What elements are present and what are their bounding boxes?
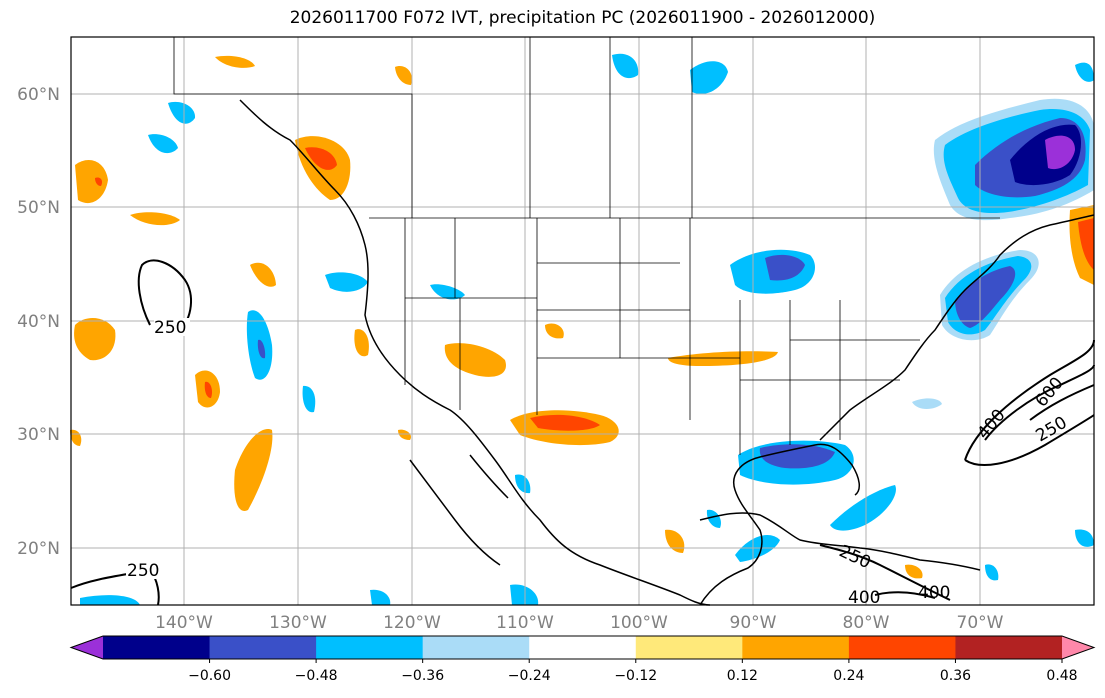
colorbar-bin (848, 636, 956, 659)
precip-shading (70, 53, 1094, 605)
colorbar-tick-label: −0.48 (295, 668, 338, 684)
colorbar-extend-min (71, 636, 103, 659)
lon-label: 80°W (843, 613, 890, 633)
colorbar-bin (742, 636, 850, 659)
state-borders (173, 37, 1000, 455)
colorbar-bin (529, 636, 637, 659)
lon-label: 140°W (155, 613, 213, 633)
contour-label: 250 (127, 561, 159, 581)
colorbar-tick-label: 0.24 (833, 668, 864, 684)
colorbar-tick-label: −0.36 (401, 668, 444, 684)
lat-label: 60°N (17, 85, 60, 105)
ivt-contours (70, 259, 1095, 606)
contour-label: 400 (848, 588, 880, 608)
colorbar-tick-label: −0.24 (508, 668, 551, 684)
contour-label: 250 (154, 318, 186, 338)
lat-label: 20°N (17, 539, 60, 559)
lon-label: 130°W (269, 613, 327, 633)
map-frame (70, 36, 1095, 606)
colorbar-bin (635, 636, 743, 659)
colorbar: −0.60 −0.48 −0.36 −0.24 −0.12 0.12 0.24 0.36 0.4… (69, 635, 1096, 684)
colorbar-bin (422, 636, 530, 659)
lon-label: 70°W (957, 613, 1004, 633)
colorbar-tick-label: 0.48 (1046, 668, 1077, 684)
colorbar-bin (209, 636, 317, 659)
map-title: 2026011700 F072 IVT, precipitation PC (2… (289, 8, 876, 28)
colorbar-tick-label: 0.36 (940, 668, 971, 684)
coastlines (239, 99, 1095, 606)
lat-label: 50°N (17, 198, 60, 218)
colorbar-tick-label: −0.60 (188, 668, 231, 684)
colorbar-bin (955, 636, 1063, 659)
contour-label: 400 (918, 583, 950, 603)
lon-label: 120°W (383, 613, 441, 633)
colorbar-bin (103, 636, 211, 659)
graticule (71, 37, 1094, 605)
lon-label: 110°W (496, 613, 554, 633)
lon-label: 100°W (610, 613, 668, 633)
lat-labels: 60°N 50°N 40°N 30°N 20°N (17, 85, 60, 559)
colorbar-extend-max (1062, 636, 1094, 659)
lon-labels: 140°W 130°W 120°W 110°W 100°W 90°W 80°W … (155, 613, 1004, 633)
colorbar-bin (316, 636, 424, 659)
lon-label: 90°W (730, 613, 777, 633)
colorbar-tick-label: 0.12 (727, 668, 758, 684)
colorbar-outline (69, 635, 1096, 660)
lat-label: 30°N (17, 425, 60, 445)
colorbar-tick-label: −0.12 (614, 668, 657, 684)
lat-label: 40°N (17, 312, 60, 332)
